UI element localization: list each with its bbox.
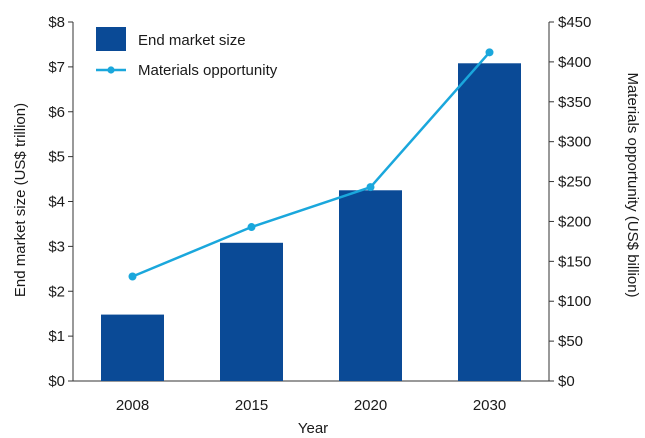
bar-2008	[101, 314, 164, 381]
y-right-tick-label: $50	[558, 333, 583, 350]
legend-label-end-market-size: End market size	[138, 32, 246, 49]
x-axis-title: Year	[298, 420, 328, 437]
y-right-tick-label: $200	[558, 213, 591, 230]
y-left-tick-label: $4	[48, 194, 65, 211]
point-2020	[366, 183, 375, 192]
y-right-tick-label: $150	[558, 253, 591, 270]
y-right-tick-label: $100	[558, 293, 591, 310]
y-left-tick-label: $6	[48, 104, 65, 121]
y-right-tick-label: $0	[558, 373, 575, 390]
legend-marker-materials-opportunity	[107, 66, 115, 74]
x-tick-label: 2020	[354, 397, 387, 414]
line-series	[128, 48, 494, 281]
y-right-tick-label: $250	[558, 174, 591, 191]
y-axis-left-title: End market size (US$ trillion)	[12, 103, 29, 297]
y-right-tick-label: $400	[558, 54, 591, 71]
bar-2015	[220, 242, 283, 381]
x-tick-label: 2008	[116, 397, 149, 414]
bar-2020	[339, 190, 402, 381]
point-2030	[485, 48, 494, 57]
y-left-tick-label: $3	[48, 238, 65, 255]
y-left-tick-label: $1	[48, 328, 65, 345]
legend-swatch-end-market-size	[96, 27, 126, 51]
x-tick-label: 2030	[473, 397, 506, 414]
point-2008	[128, 272, 137, 281]
x-tick-label: 2015	[235, 397, 268, 414]
y-right-tick-label: $300	[558, 134, 591, 151]
y-left-tick-label: $7	[48, 59, 65, 76]
y-left-tick-label: $0	[48, 373, 65, 390]
y-right-tick-label: $450	[558, 14, 591, 31]
y-left-tick-label: $8	[48, 14, 65, 31]
y-left-tick-label: $5	[48, 149, 65, 166]
tick-labels: $0 $1 $2 $3 $4 $5 $6 $7 $8 $0 $50 $100 $150 $200 $250 $…	[48, 14, 591, 414]
y-axis-right-title: Materials opportunity (US$ billion)	[624, 72, 641, 297]
bar-2030	[458, 63, 521, 381]
line-materials-opportunity	[132, 51, 491, 278]
y-right-tick-label: $350	[558, 94, 591, 111]
bars	[101, 63, 521, 381]
legend: End market size Materials opportunity	[96, 27, 278, 79]
y-left-tick-label: $2	[48, 283, 65, 300]
point-2015	[247, 223, 256, 232]
legend-label-materials-opportunity: Materials opportunity	[138, 62, 278, 79]
